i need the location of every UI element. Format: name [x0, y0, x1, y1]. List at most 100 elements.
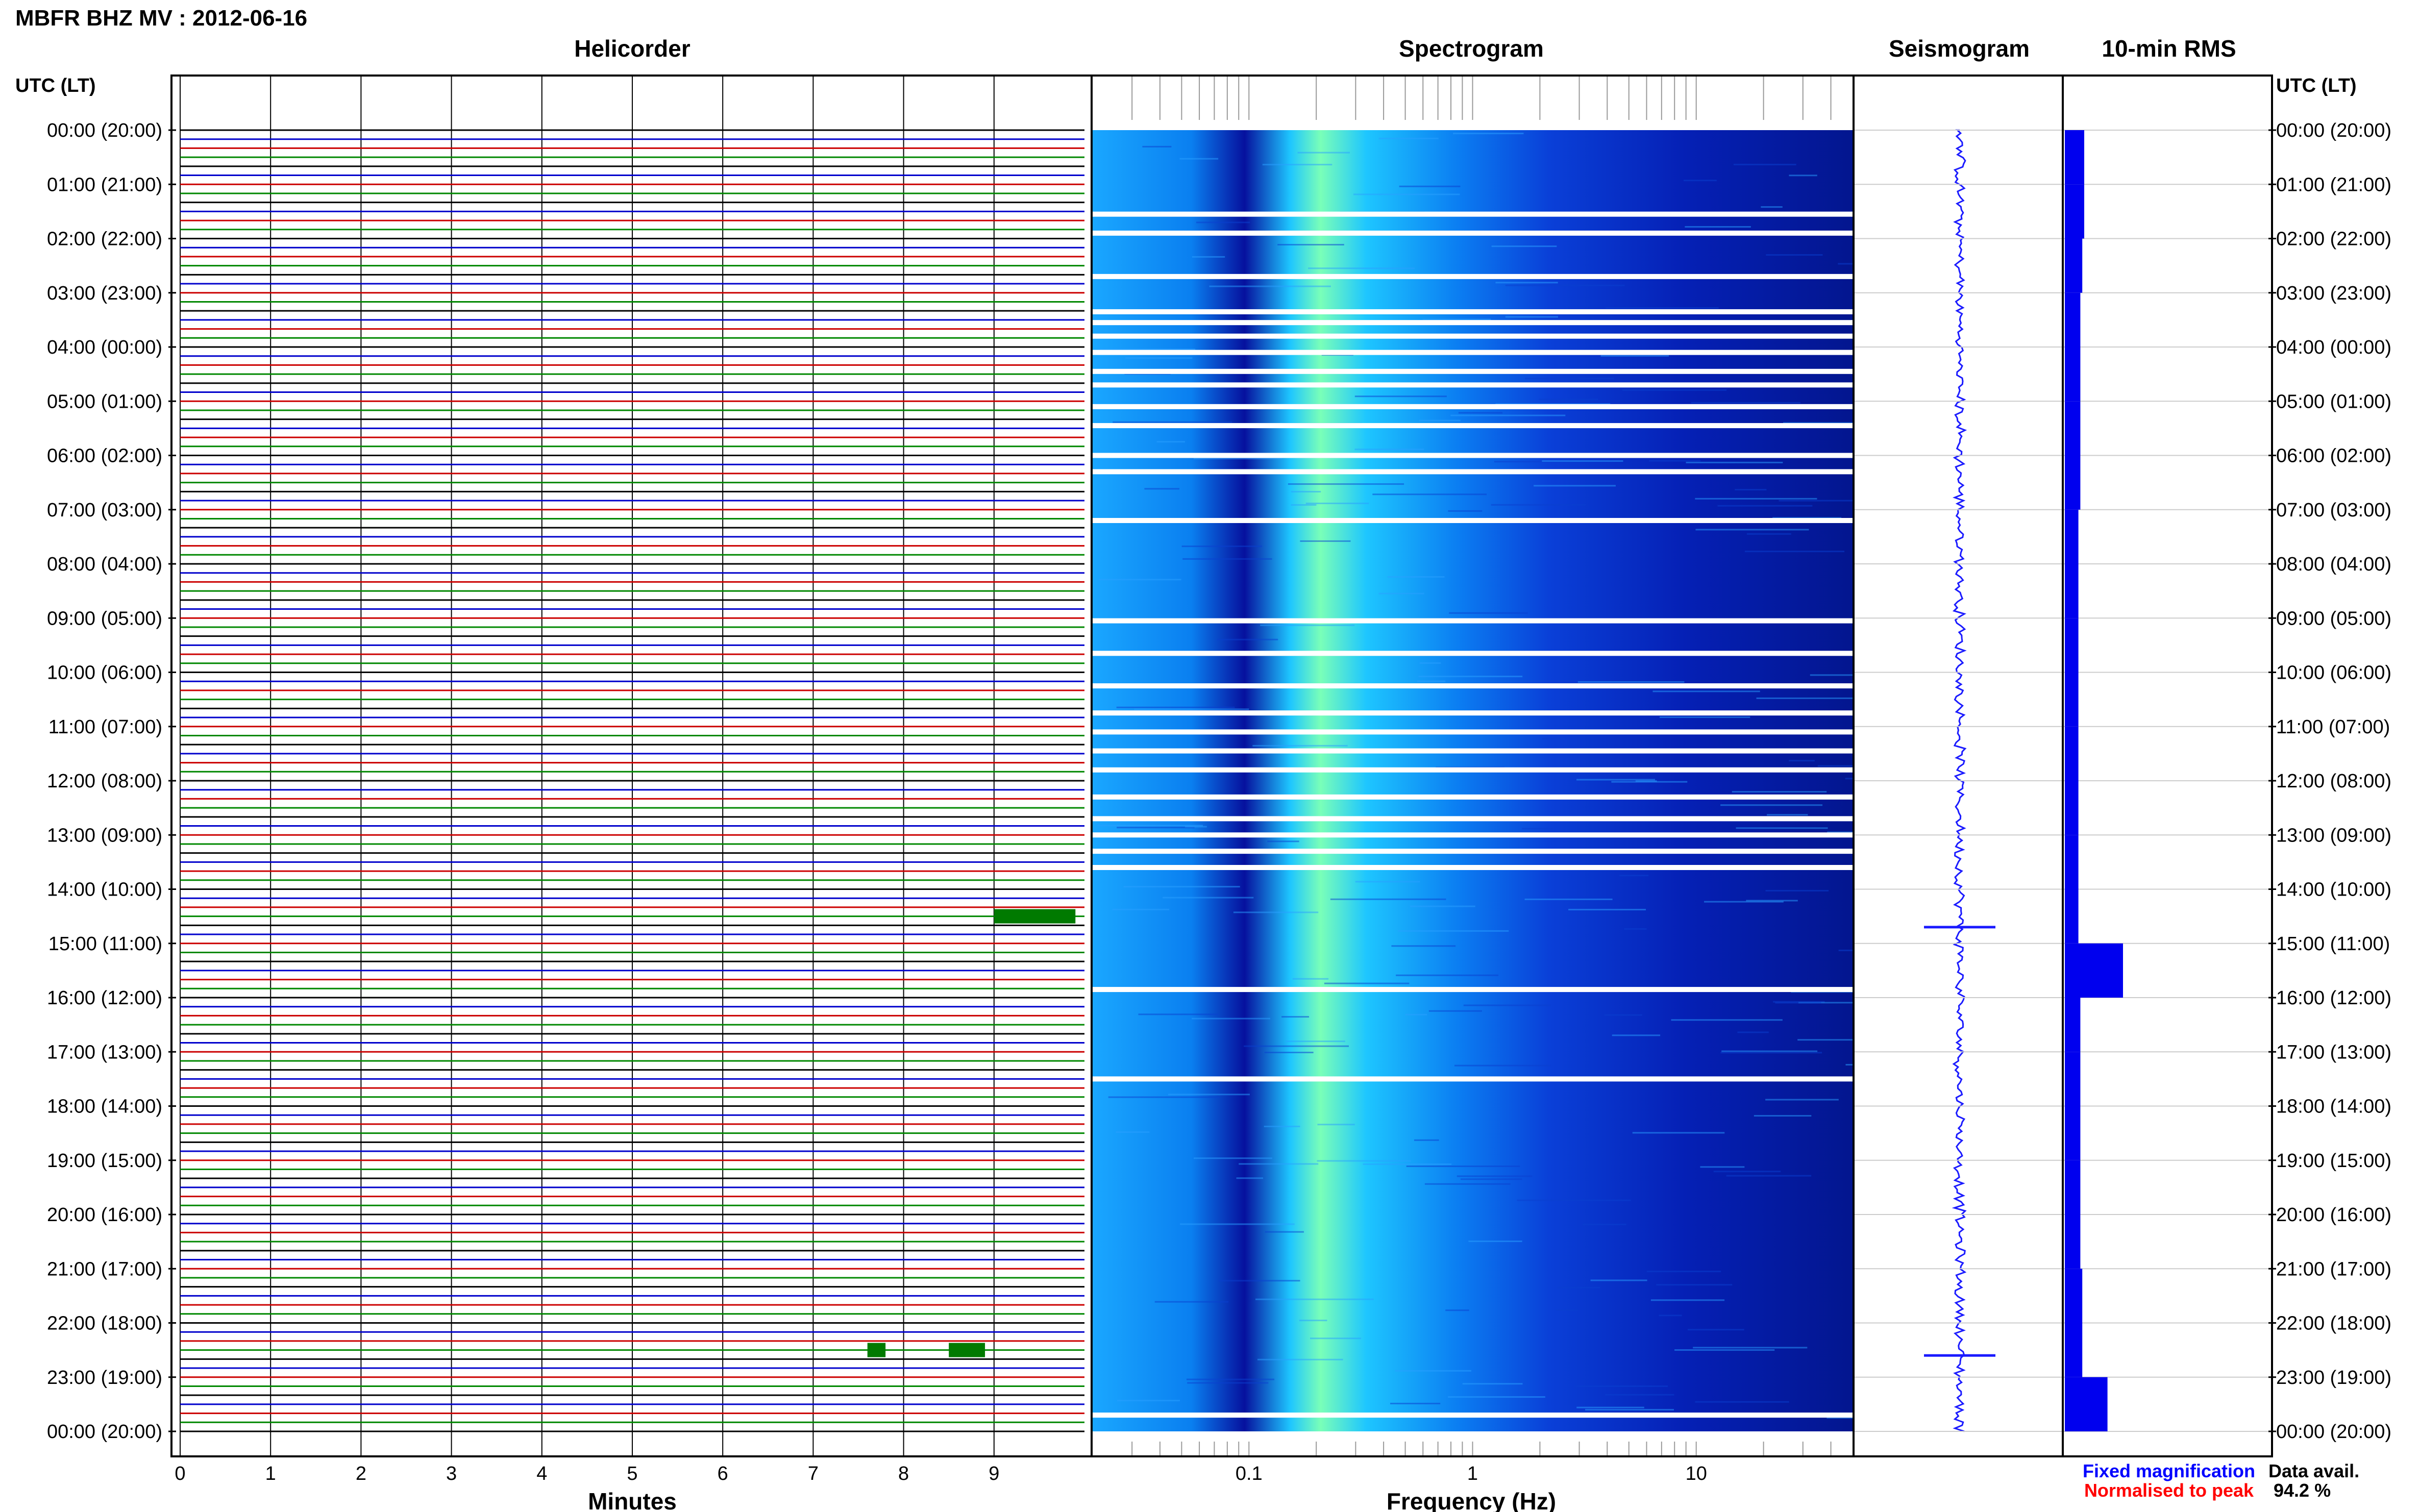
spectrogram-gap — [1093, 651, 1853, 656]
helicorder-title: Helicorder — [574, 35, 690, 62]
y-tick-label-right: 16:00 (12:00) — [2276, 987, 2391, 1009]
y-tick-label-right: 00:00 (20:00) — [2276, 120, 2391, 141]
rms-bar — [2065, 889, 2079, 944]
spectrogram-x-ticks: 0.1 1 10 — [1236, 1463, 1707, 1484]
spectrogram-texture — [1264, 1125, 1300, 1127]
y-tick-label-left: 23:00 (19:00) — [47, 1367, 162, 1389]
spectrogram-texture — [1491, 504, 1586, 506]
spectrogram-texture — [1193, 1157, 1272, 1159]
spectrogram-texture — [1845, 778, 1853, 780]
spectrogram-texture — [1317, 1160, 1411, 1162]
rms-bar — [2065, 509, 2079, 564]
helicorder-x-tick-label: 3 — [446, 1463, 457, 1484]
y-tick-label-left: 02:00 (22:00) — [47, 229, 162, 250]
spectrogram-texture — [1330, 898, 1446, 900]
spectrogram-texture — [1179, 158, 1219, 160]
spectrogram-texture — [1244, 1045, 1349, 1047]
spectrogram-gap — [1093, 230, 1853, 236]
spectrogram-texture — [1187, 1382, 1269, 1384]
helicorder-x-tick-label: 5 — [627, 1463, 637, 1484]
y-tick-label-left: 05:00 (01:00) — [47, 391, 162, 412]
spectrogram-texture — [1410, 905, 1475, 907]
y-tick-label-right: 18:00 (14:00) — [2276, 1096, 2391, 1118]
spectrogram-texture — [1184, 826, 1207, 828]
spectrogram-texture — [1363, 1163, 1452, 1165]
y-tick-label-right: 23:00 (19:00) — [2276, 1367, 2391, 1389]
spectrogram-image — [1093, 130, 1853, 1431]
spectrogram-texture — [1525, 378, 1614, 380]
spectrogram-texture — [1181, 546, 1263, 548]
spectrogram-texture — [1495, 403, 1611, 405]
spectrogram-texture — [1257, 1358, 1343, 1360]
spectrogram-texture — [1576, 1406, 1644, 1408]
spectrogram-texture — [1395, 1370, 1471, 1372]
spectrogram-texture — [1583, 1223, 1626, 1225]
station-title: MBFR BHZ MV : 2012-06-16 — [15, 6, 307, 31]
rms-bar — [2065, 184, 2084, 239]
spectrogram-texture — [1789, 760, 1815, 762]
spectrogram-texture — [1123, 886, 1240, 888]
rms-bar — [2065, 347, 2081, 402]
y-tick-label-right: 22:00 (18:00) — [2276, 1313, 2391, 1334]
spectrogram-texture — [1317, 1124, 1355, 1126]
legend-normalised-to-peak: Normalised to peak — [2084, 1480, 2254, 1501]
spectrogram-texture — [1192, 1018, 1271, 1020]
y-tick-label-left: 13:00 (09:00) — [47, 825, 162, 846]
y-tick-label-right: 05:00 (01:00) — [2276, 391, 2391, 412]
spectrogram-texture — [1717, 505, 1813, 507]
helicorder-x-tick-label: 2 — [356, 1463, 366, 1484]
spectrogram-texture — [1260, 624, 1355, 626]
helicorder-x-tick-label: 9 — [989, 1463, 999, 1484]
spectrogram-texture — [1262, 164, 1332, 166]
spectrogram-gap — [1093, 333, 1853, 339]
spectrogram-texture — [1454, 1064, 1551, 1067]
spectrogram-texture — [1218, 1280, 1300, 1282]
spectrogram-texture — [1267, 840, 1299, 842]
spectrogram-texture — [1590, 1279, 1647, 1281]
spectrogram-texture — [1557, 1286, 1600, 1288]
spectrogram-texture — [1817, 765, 1853, 767]
spectrogram-texture — [1737, 1031, 1769, 1033]
spectrogram-gap — [1093, 618, 1853, 624]
spectrogram-gap — [1093, 816, 1853, 822]
spectrogram-gap — [1093, 729, 1853, 735]
spectrogram-gap — [1093, 309, 1853, 314]
spectrogram-texture — [1354, 449, 1424, 451]
spectrogram-texture — [1308, 267, 1415, 269]
rms-bar — [2065, 726, 2079, 781]
spectrogram-texture — [1449, 612, 1528, 614]
spectrogram-texture — [1542, 460, 1623, 462]
spectrogram-texture — [1649, 460, 1701, 462]
helicorder-x-ticks: 0 1 2 3 4 5 6 7 8 9 — [175, 1463, 999, 1484]
y-tick-label-left: 00:00 (20:00) — [47, 1421, 162, 1443]
y-tick-label-right: 11:00 (07:00) — [2276, 716, 2390, 738]
spectrogram-texture — [1387, 576, 1445, 578]
spectrogram-gap — [1093, 404, 1853, 409]
spectrogram-texture — [1767, 814, 1808, 816]
spectrogram-gap — [1093, 518, 1853, 523]
spectrogram-x-tick-label: 0.1 — [1236, 1463, 1263, 1484]
spectrogram-texture — [1138, 1013, 1219, 1015]
spectrogram-texture — [1445, 1309, 1469, 1311]
spectrogram-texture — [1419, 419, 1461, 422]
rms-panel — [2065, 130, 2123, 1431]
spectrogram-texture — [1116, 706, 1235, 708]
y-tick-label-right: 01:00 (21:00) — [2276, 174, 2391, 195]
spectrogram-texture — [1539, 399, 1598, 401]
y-tick-label-left: 00:00 (20:00) — [47, 120, 162, 141]
spectrogram-texture — [1693, 1347, 1808, 1349]
spectrogram-texture — [1310, 1337, 1362, 1340]
spectrogram-texture — [1495, 282, 1558, 284]
helicorder-event — [949, 1343, 985, 1357]
spectrogram-texture — [1789, 175, 1817, 177]
spectrogram-texture — [1354, 395, 1447, 398]
spectrogram-texture — [1686, 461, 1783, 463]
y-axis-label-left: UTC (LT) — [15, 75, 96, 96]
spectrogram-texture — [1098, 349, 1196, 351]
y-tick-label-left: 22:00 (18:00) — [47, 1313, 162, 1334]
y-tick-label-right: 09:00 (05:00) — [2276, 608, 2391, 629]
y-tick-label-left: 14:00 (10:00) — [47, 879, 162, 901]
y-tick-label-left: 03:00 (23:00) — [47, 283, 162, 304]
spectrogram-texture — [1406, 1166, 1520, 1168]
spectrogram-texture — [1396, 974, 1499, 976]
